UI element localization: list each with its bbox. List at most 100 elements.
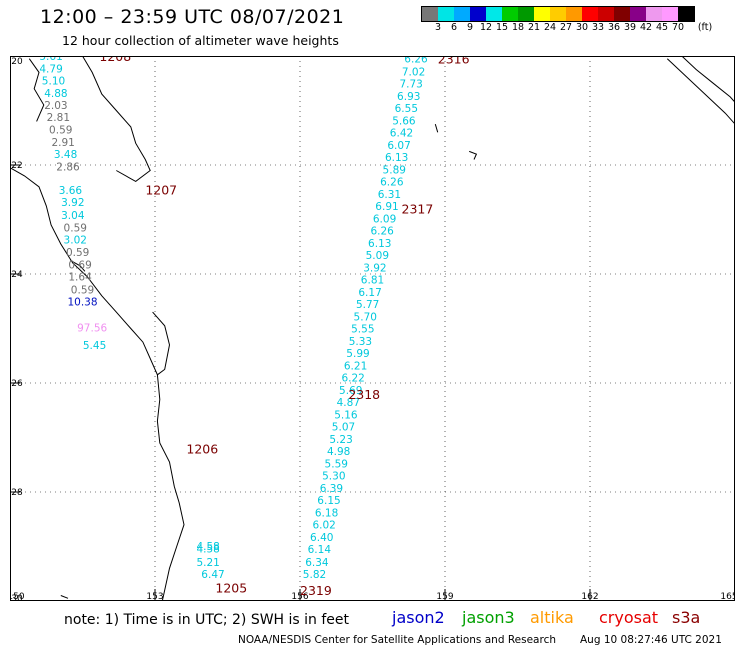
wave-height-value: 6.40	[310, 532, 333, 544]
coastline-mainland	[10, 167, 185, 601]
wave-height-value: 0.59	[49, 125, 72, 137]
wave-height-value: 0.69	[68, 260, 91, 272]
colorbar-swatch	[550, 7, 566, 21]
wave-height-value: 6.34	[305, 557, 329, 569]
wave-height-value: 5.82	[303, 569, 326, 581]
satellite-jason3: jason3	[462, 608, 515, 627]
colorbar-label: 6	[450, 22, 458, 33]
wave-height-value: 5.61	[39, 56, 62, 63]
satellite-cryosat: cryosat	[599, 608, 659, 627]
wave-height-value: 5.30	[322, 471, 345, 483]
wave-height-value: 5.07	[332, 422, 355, 434]
wave-height-value: 6.18	[315, 508, 338, 520]
wave-height-value: 1.64	[68, 272, 92, 284]
colorbar-label: 36	[607, 22, 621, 33]
lon-tick-label: 150	[10, 592, 25, 601]
colorbar-label: 18	[511, 22, 525, 33]
wave-height-value: 3.92	[363, 262, 386, 274]
wave-height-value: 7.73	[399, 78, 422, 90]
wave-height-value: 6.55	[395, 103, 418, 115]
wave-height-value: 2.86	[56, 162, 80, 174]
lat-tick-label: -22	[10, 161, 23, 171]
wave-height-value: 6.17	[358, 287, 381, 299]
wave-height-value: 4.58	[196, 544, 219, 556]
wave-height-value: 6.02	[312, 520, 335, 532]
wave-height-value: 5.45	[83, 340, 106, 352]
page-title: 12:00 – 23:59 UTC 08/07/2021	[40, 6, 345, 28]
track-time-label: 1205	[215, 580, 247, 595]
wave-height-value: 3.48	[54, 149, 77, 161]
wave-height-value: 4.58	[196, 541, 219, 553]
wave-height-value: 6.81	[361, 274, 384, 286]
colorbar-label: 15	[495, 22, 509, 33]
colorbar-swatch	[454, 7, 470, 21]
wave-height-value: 0.59	[66, 247, 89, 259]
wave-height-value: 5.33	[349, 336, 372, 348]
wave-height-value: 6.91	[375, 201, 398, 213]
colorbar-swatch	[566, 7, 582, 21]
wave-height-value: 5.70	[354, 312, 377, 324]
track-time-label: 1207	[145, 183, 177, 198]
wave-height-value: 6.21	[344, 361, 367, 373]
colorbar-swatch	[534, 7, 550, 21]
wave-height-value: 6.47	[201, 569, 224, 581]
colorbar-label: 27	[559, 22, 573, 33]
wave-height-value: 6.09	[373, 213, 396, 225]
wave-height-value: 6.42	[390, 127, 413, 139]
coastline	[10, 56, 735, 601]
satellite-s3a: s3a	[672, 608, 701, 627]
colorbar-label: 45	[655, 22, 669, 33]
colorbar-swatch	[598, 7, 614, 21]
wave-height-value: 6.31	[378, 189, 401, 201]
coastline-new-caledonia-north	[681, 56, 735, 103]
wave-height-value: 5.09	[366, 250, 389, 262]
coastline-whitsunday-islands	[28, 58, 45, 122]
lon-tick-label: 165	[720, 592, 735, 601]
colorbar-swatch	[646, 7, 662, 21]
lat-tick-label: -28	[10, 488, 23, 498]
lat-tick-label: -26	[10, 379, 23, 389]
colorbar-swatch	[678, 7, 694, 21]
footer-credit: NOAA/NESDIS Center for Satellite Applica…	[238, 634, 556, 646]
track-time-label: 2316	[438, 56, 470, 67]
wave-height-value: 5.77	[356, 299, 379, 311]
wave-height-colorbar	[421, 6, 695, 22]
colorbar-swatch	[486, 7, 502, 21]
wave-height-value: 0.59	[64, 223, 87, 235]
wave-height-value: 5.59	[325, 459, 348, 471]
track-time-label: 2318	[348, 387, 380, 402]
wave-height-value: 5.99	[346, 348, 369, 360]
colorbar-swatch	[502, 7, 518, 21]
wave-height-value: 6.13	[368, 238, 391, 250]
colorbar-swatch	[438, 7, 454, 21]
colorbar-label: 33	[591, 22, 605, 33]
observations: 5.614.795.104.882.032.810.592.913.482.86…	[39, 56, 428, 581]
wave-height-value: 6.39	[320, 483, 343, 495]
wave-height-value: 6.26	[380, 176, 404, 188]
lat-tick-label: -30	[10, 594, 23, 601]
wave-height-value: 6.93	[397, 91, 420, 103]
wave-height-value: 5.66	[392, 115, 416, 127]
colorbar-label: 9	[466, 22, 474, 33]
wave-height-value: 3.66	[59, 185, 83, 197]
colorbar-swatch	[422, 7, 438, 21]
wave-height-value: 2.91	[51, 137, 74, 149]
colorbar-label: 42	[639, 22, 653, 33]
footer-timestamp: Aug 10 08:27:46 UTC 2021	[580, 634, 722, 646]
coastline-islet	[60, 595, 69, 599]
map-border	[10, 56, 735, 601]
coastline-fraser-island	[152, 311, 171, 376]
wave-height-value: 5.23	[329, 434, 352, 446]
colorbar-label: 24	[543, 22, 557, 33]
wave-height-value: 6.26	[404, 56, 428, 66]
wave-height-value: 0.59	[71, 284, 94, 296]
coastline-capricorn-islands	[70, 259, 86, 272]
coastline-bellona-reef	[469, 150, 478, 160]
wave-height-value: 97.56	[77, 322, 107, 334]
track-labels: 1208 1207 1206 1205 2316 2317 2318 2319	[99, 56, 469, 598]
wave-height-value: 5.89	[383, 164, 406, 176]
colorbar-label: 30	[575, 22, 589, 33]
colorbar-swatch	[518, 7, 534, 21]
